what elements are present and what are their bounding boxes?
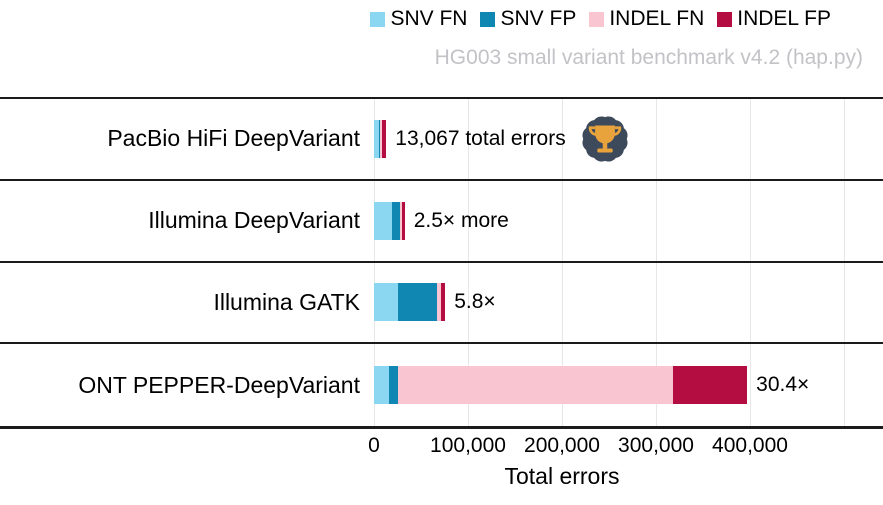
bar-segment-snv-fn xyxy=(374,201,392,240)
category-label: ONT PEPPER-DeepVariant xyxy=(78,371,360,398)
legend-label: INDEL FN xyxy=(609,7,705,30)
chart-row-ont-pepper-deepvariant: ONT PEPPER-DeepVariant 30.4× xyxy=(0,344,883,426)
stacked-bar xyxy=(374,201,405,240)
chart-legend: SNV FN SNV FP INDEL FN INDEL FP xyxy=(370,7,831,31)
legend-swatch-indel-fn xyxy=(589,11,605,27)
gridline-200000 xyxy=(562,99,563,426)
legend-item-snv-fp: SNV FP xyxy=(480,7,576,31)
x-tick-label: 0 xyxy=(368,434,380,457)
bar-segment-indel-fp xyxy=(672,366,748,405)
bar-annotation: 5.8× xyxy=(454,290,496,314)
stacked-bar xyxy=(374,366,748,405)
chart-row-illumina-deepvariant: Illumina DeepVariant 2.5× more xyxy=(0,181,883,263)
legend-label: INDEL FP xyxy=(737,7,831,30)
x-tick-label: 200,000 xyxy=(524,434,600,457)
gridline-500000 xyxy=(844,99,845,426)
bar-segment-snv-fp xyxy=(389,366,399,405)
category-label: PacBio HiFi DeepVariant xyxy=(107,125,360,152)
bar-segment-snv-fn xyxy=(374,366,390,405)
category-label: Illumina GATK xyxy=(213,288,360,315)
bar-segment-indel-fn xyxy=(436,283,441,322)
legend-label: SNV FP xyxy=(500,7,577,30)
legend-label: SNV FN xyxy=(390,7,468,30)
x-axis: 0 100,000 200,000 300,000 400,000 xyxy=(0,434,883,460)
bar-segment-indel-fp xyxy=(441,283,446,322)
legend-item-snv-fn: SNV FN xyxy=(370,7,467,31)
bar-annotation: 30.4× xyxy=(756,373,810,397)
category-label: Illumina DeepVariant xyxy=(148,207,360,234)
bar-segment-indel-fn xyxy=(399,201,402,240)
legend-item-indel-fn: INDEL FN xyxy=(589,7,704,31)
trophy-award-icon xyxy=(582,116,628,162)
legend-swatch-snv-fp xyxy=(480,11,496,27)
x-tick-label: 400,000 xyxy=(712,434,788,457)
row-plot: 13,067 total errors xyxy=(374,112,883,166)
bar-segment-snv-fp xyxy=(391,201,400,240)
gridline-100000 xyxy=(468,99,469,426)
bar-segment-snv-fn xyxy=(374,283,398,322)
chart-row-pacbio-hifi-deepvariant: PacBio HiFi DeepVariant 13,067 total err… xyxy=(0,99,883,181)
gridlines xyxy=(374,99,883,426)
bar-segment-indel-fp xyxy=(381,119,387,158)
x-axis-title: Total errors xyxy=(504,463,620,489)
bar-annotation: 2.5× more xyxy=(413,208,509,232)
bar-segment-indel-fn xyxy=(398,366,673,405)
x-tick-label: 300,000 xyxy=(618,434,694,457)
bar-annotation: 13,067 total errors xyxy=(395,126,566,150)
gridline-300000 xyxy=(656,99,657,426)
chart-subtitle: HG003 small variant benchmark v4.2 (hap.… xyxy=(434,46,863,69)
row-plot: 30.4× xyxy=(374,366,883,405)
chart-plot-area: PacBio HiFi DeepVariant 13,067 total err… xyxy=(0,97,883,429)
bar-segment-snv-fn xyxy=(374,119,379,158)
gridline-400000 xyxy=(750,99,751,426)
bar-segment-indel-fn xyxy=(380,119,382,158)
row-plot: 5.8× xyxy=(374,283,883,322)
row-plot: 2.5× more xyxy=(374,201,883,240)
bar-segment-snv-fp xyxy=(397,283,437,322)
legend-swatch-snv-fn xyxy=(370,11,386,27)
legend-item-indel-fp: INDEL FP xyxy=(717,7,831,31)
bar-segment-snv-fp xyxy=(378,119,381,158)
gridline-0 xyxy=(374,99,375,426)
x-tick-label: 100,000 xyxy=(430,434,506,457)
chart-row-illumina-gatk: Illumina GATK 5.8× xyxy=(0,263,883,345)
stacked-bar xyxy=(374,283,446,322)
legend-swatch-indel-fp xyxy=(717,11,733,27)
bar-segment-indel-fp xyxy=(401,201,405,240)
stacked-bar xyxy=(374,119,387,158)
